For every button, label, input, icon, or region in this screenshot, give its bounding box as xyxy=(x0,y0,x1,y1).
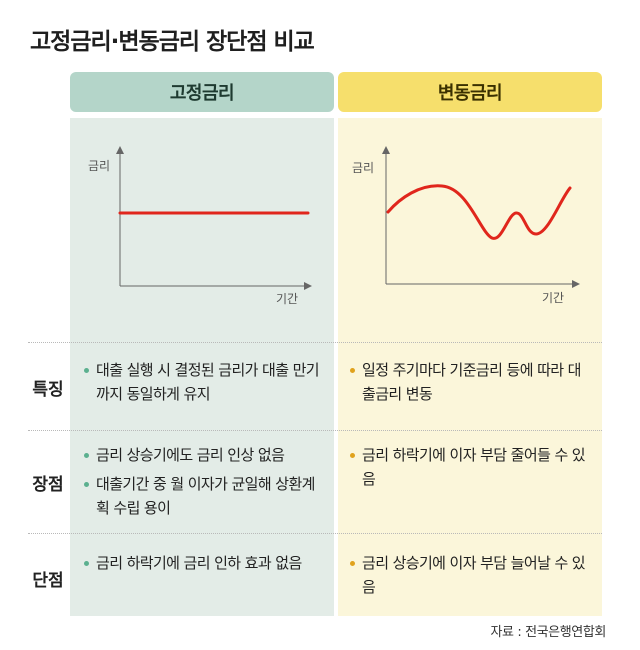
row-divider xyxy=(28,342,602,343)
page-title: 고정금리·변동금리 장단점 비교 xyxy=(30,29,315,55)
fixed-chart-xlabel: 기간 xyxy=(276,292,298,306)
list-item: 금리 하락기에 이자 부담 줄어들 수 있음 xyxy=(350,443,586,491)
list-item: 금리 상승기에도 금리 인상 없음 xyxy=(84,443,320,467)
list-item: 금리 하락기에 금리 인하 효과 없음 xyxy=(84,551,320,575)
fixed-chart-y-arrow xyxy=(116,146,124,154)
fixed-rate-chart: 금리 기간 xyxy=(88,146,312,306)
fixed-pros-list: 금리 상승기에도 금리 인상 없음 대출기간 중 월 이자가 균일해 상환계획 … xyxy=(84,443,320,525)
fixed-chart-x-arrow xyxy=(304,282,312,290)
list-item: 대출기간 중 월 이자가 균일해 상환계획 수립 용이 xyxy=(84,472,320,520)
variable-cons-list: 금리 상승기에 이자 부담 늘어날 수 있음 xyxy=(350,551,586,604)
fixed-chart-ylabel: 금리 xyxy=(88,159,110,173)
list-item: 대출 실행 시 결정된 금리가 대출 만기까지 동일하게 유지 xyxy=(84,358,320,406)
variable-rate-header: 변동금리 xyxy=(338,72,602,112)
row-label-cons: 단점 xyxy=(32,571,64,591)
list-item: 일정 주기마다 기준금리 등에 따라 대출금리 변동 xyxy=(350,358,586,406)
list-item: 금리 상승기에 이자 부담 늘어날 수 있음 xyxy=(350,551,586,599)
row-divider xyxy=(28,533,602,534)
row-label-pros: 장점 xyxy=(32,475,64,495)
source-note: 자료 : 전국은행연합회 xyxy=(490,625,607,640)
variable-chart-y-arrow xyxy=(382,146,390,154)
variable-pros-list: 금리 하락기에 이자 부담 줄어들 수 있음 xyxy=(350,443,586,496)
variable-rate-line xyxy=(386,184,572,240)
variable-features-list: 일정 주기마다 기준금리 등에 따라 대출금리 변동 xyxy=(350,358,586,411)
variable-chart-ylabel: 금리 xyxy=(352,161,374,175)
fixed-cons-list: 금리 하락기에 금리 인하 효과 없음 xyxy=(84,551,320,580)
fixed-features-list: 대출 실행 시 결정된 금리가 대출 만기까지 동일하게 유지 xyxy=(84,358,320,411)
row-divider xyxy=(28,430,602,431)
row-label-features: 특징 xyxy=(32,380,64,400)
variable-chart-xlabel: 기간 xyxy=(542,291,564,305)
variable-chart-x-arrow xyxy=(572,280,580,288)
fixed-rate-header: 고정금리 xyxy=(70,72,334,112)
variable-rate-chart: 금리 기간 xyxy=(352,146,580,305)
